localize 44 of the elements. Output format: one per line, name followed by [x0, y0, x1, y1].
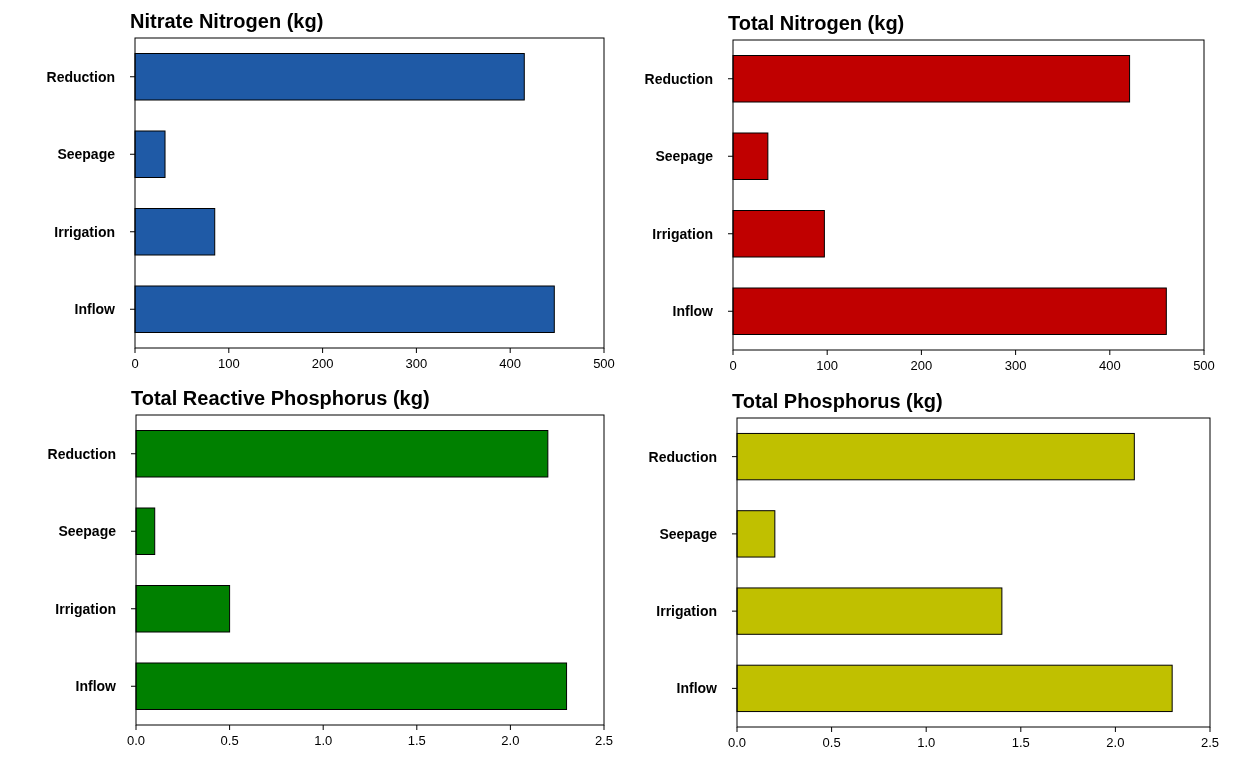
x-tick-label: 400 — [499, 356, 522, 371]
y-tick-label: Irrigation — [652, 225, 713, 242]
x-tick-label: 1.5 — [1011, 735, 1030, 750]
x-tick-label: 0 — [729, 358, 737, 373]
x-tick-label: 300 — [405, 356, 428, 371]
chart-title: Nitrate Nitrogen (kg) — [130, 10, 324, 32]
y-tick-label: Reduction — [47, 445, 116, 462]
x-tick-label: 1.5 — [407, 733, 426, 748]
x-tick-label: 0 — [131, 356, 139, 371]
x-tick-label: 0.0 — [727, 735, 747, 750]
y-tick-label: Reduction — [648, 448, 717, 465]
y-tick-label: Reduction — [46, 68, 115, 85]
x-tick-label: 100 — [217, 356, 240, 371]
y-tick-label: Inflow — [75, 678, 117, 695]
y-tick-label: Reduction — [644, 70, 713, 87]
x-tick-label: 2.5 — [1200, 735, 1220, 750]
x-tick-label: 500 — [1193, 358, 1215, 373]
y-tick-label: Irrigation — [54, 223, 115, 240]
y-tick-label: Seepage — [58, 523, 117, 540]
y-tick-label: Seepage — [655, 148, 714, 165]
y-tick-label: Seepage — [57, 146, 116, 163]
x-tick-label: 100 — [816, 358, 839, 373]
x-tick-label: 300 — [1004, 358, 1027, 373]
x-tick-label: 2.0 — [1106, 735, 1125, 750]
y-tick-label: Inflow — [74, 301, 116, 318]
chart-title: Total Phosphorus (kg) — [732, 390, 943, 412]
y-tick-label: Inflow — [672, 303, 714, 320]
y-tick-label: Inflow — [676, 680, 718, 697]
y-tick-label: Irrigation — [55, 600, 116, 617]
x-tick-label: 0.0 — [126, 733, 146, 748]
x-tick-label: 1.0 — [314, 733, 333, 748]
x-tick-label: 0.5 — [220, 733, 239, 748]
y-tick-label: Seepage — [659, 525, 718, 542]
x-tick-label: 400 — [1098, 358, 1121, 373]
y-tick-label: Irrigation — [656, 603, 717, 620]
x-tick-label: 200 — [910, 358, 933, 373]
x-tick-label: 500 — [593, 356, 615, 371]
x-tick-label: 2.0 — [501, 733, 520, 748]
x-tick-label: 2.5 — [594, 733, 614, 748]
x-tick-label: 200 — [311, 356, 334, 371]
x-tick-label: 1.0 — [917, 735, 936, 750]
chart-title: Total Reactive Phosphorus (kg) — [131, 387, 430, 409]
x-tick-label: 0.5 — [822, 735, 841, 750]
chart-title: Total Nitrogen (kg) — [728, 12, 905, 34]
